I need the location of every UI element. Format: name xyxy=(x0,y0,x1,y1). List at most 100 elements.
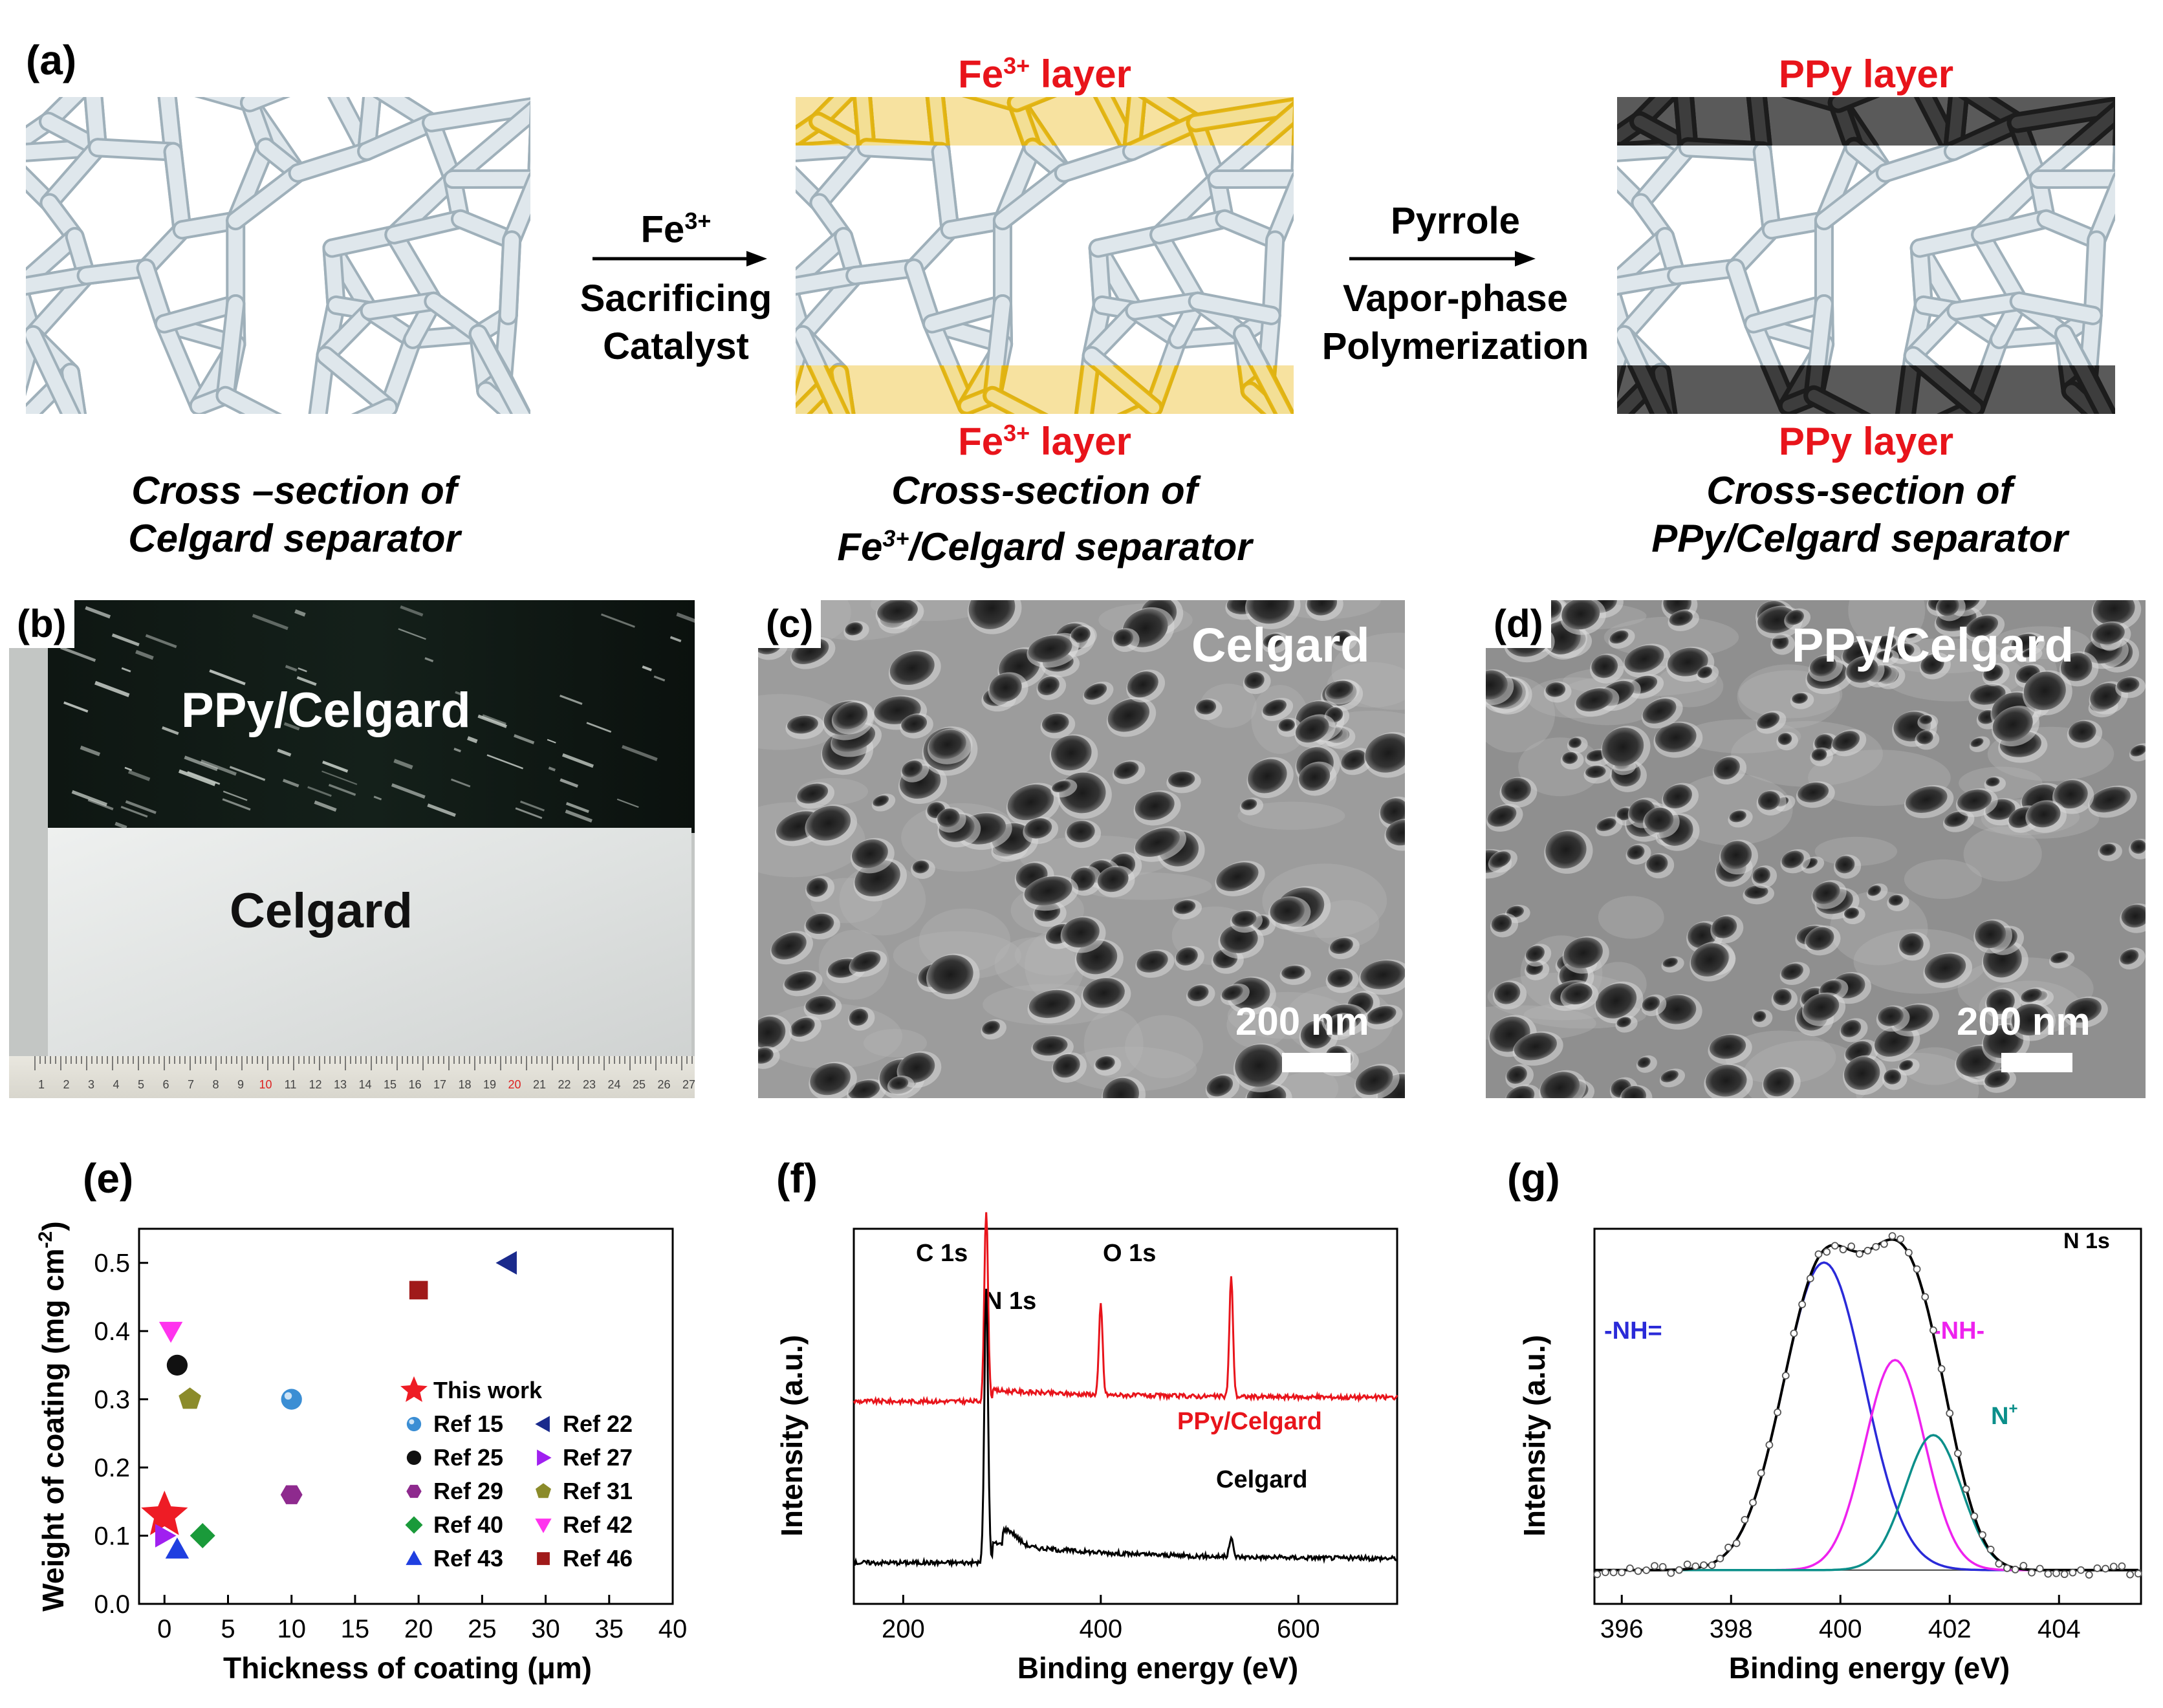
pore xyxy=(1798,782,1829,803)
pore xyxy=(1752,867,1770,883)
raw-data-point xyxy=(1872,1242,1880,1251)
raw-data-point xyxy=(1593,1570,1602,1579)
pore xyxy=(1525,946,1545,962)
data-point-ref-31 xyxy=(179,1387,201,1409)
pore xyxy=(1102,1077,1139,1098)
pore xyxy=(1609,630,1629,644)
pore xyxy=(790,1017,815,1037)
raw-data-point xyxy=(2011,1566,2019,1573)
pore xyxy=(1966,615,1999,638)
diamond-marker xyxy=(405,1516,423,1534)
raw-data-point xyxy=(1675,1566,1683,1574)
pore xyxy=(1113,629,1134,647)
legend-label: Ref 15 xyxy=(433,1411,503,1437)
pore xyxy=(1846,656,1878,683)
pore xyxy=(1944,811,1968,827)
nh-eq-label: -NH= xyxy=(1604,1317,1662,1345)
x-tick-label: 5 xyxy=(221,1615,235,1643)
pore xyxy=(1061,917,1100,948)
legend-entry: Ref 40 xyxy=(405,1511,503,1538)
sem-ridge xyxy=(1904,859,1983,899)
raw-data-point xyxy=(2077,1566,2085,1574)
x-tick-label: 35 xyxy=(595,1615,624,1643)
sem-ridge xyxy=(1903,1047,1967,1085)
glint xyxy=(424,657,434,662)
pore xyxy=(1970,738,1984,748)
raw-data-point xyxy=(1749,1498,1757,1507)
x-tick-label: 10 xyxy=(277,1615,306,1643)
panel-d-label: (d) xyxy=(1486,600,1551,648)
legend-label: Ref 40 xyxy=(433,1511,503,1538)
nplus-label: N+ xyxy=(1991,1400,2017,1430)
pore xyxy=(1596,817,1616,832)
fiber-core xyxy=(1878,144,1961,180)
pore xyxy=(1937,600,1959,616)
glint xyxy=(560,695,583,705)
pore xyxy=(784,971,816,991)
fe-fiber-core xyxy=(856,97,873,146)
fiber-core xyxy=(1973,211,2054,242)
fiber-core xyxy=(1152,211,1232,242)
triangle-right-marker xyxy=(155,1524,177,1548)
pore xyxy=(1332,631,1351,646)
pore xyxy=(1028,989,1075,1019)
triangle-left-marker xyxy=(535,1416,550,1432)
fiber-core xyxy=(505,176,530,248)
x-tick-label: 398 xyxy=(1710,1615,1753,1643)
panel-e-xlabel: Thickness of coating (μm) xyxy=(223,1651,592,1685)
sem-ridge xyxy=(1814,836,1898,866)
fiber-core xyxy=(243,97,283,110)
pore xyxy=(1041,713,1069,733)
ruler-number: 21 xyxy=(533,1078,546,1091)
glint xyxy=(125,800,157,814)
pore xyxy=(1753,1011,1766,1022)
pore xyxy=(1491,914,1512,933)
glint xyxy=(71,790,108,806)
pore xyxy=(1884,1069,1902,1085)
diamond-marker xyxy=(190,1523,215,1549)
x-tick-label: 400 xyxy=(1079,1615,1122,1643)
pore xyxy=(2092,600,2135,625)
pore xyxy=(1835,856,1855,874)
panel-f-xlabel: Binding energy (eV) xyxy=(1017,1651,1298,1685)
ppy-fiber-core xyxy=(1899,365,1918,414)
panel-b-label: (b) xyxy=(9,600,74,648)
pore xyxy=(1713,757,1740,780)
sem-ridge xyxy=(1125,1015,1204,1079)
ruler-number: 13 xyxy=(334,1078,347,1091)
pore xyxy=(1660,1070,1679,1083)
raw-data-point xyxy=(1970,1512,1979,1520)
pore xyxy=(1486,670,1508,700)
pore xyxy=(1216,862,1259,892)
fiber-core xyxy=(859,140,948,159)
raw-data-point xyxy=(1774,1408,1781,1416)
pore xyxy=(1071,626,1091,643)
glint xyxy=(393,759,413,770)
raw-data-point xyxy=(2118,1562,2126,1570)
pore xyxy=(1785,610,1804,625)
glint xyxy=(307,786,332,797)
fiber-core xyxy=(1127,294,1205,318)
ppy-celgard-sample-label: PPy/Celgard xyxy=(181,683,471,738)
glint xyxy=(616,798,639,808)
raw-data-point xyxy=(2093,1564,2102,1572)
pore xyxy=(1888,894,1904,906)
ppy-fiber-core xyxy=(2074,365,2113,414)
fiber-core xyxy=(1617,327,1631,387)
pore xyxy=(2099,843,2116,856)
fiber-core xyxy=(318,349,396,414)
glint xyxy=(322,761,349,773)
fiber-core xyxy=(1091,227,1167,255)
raw-data-point xyxy=(2060,1570,2069,1579)
pore xyxy=(1341,750,1367,770)
arrow1-icon xyxy=(592,251,767,266)
ruler-number: 7 xyxy=(188,1078,194,1091)
plot-frame xyxy=(1593,1227,2142,1605)
pore xyxy=(1811,748,1827,761)
raw-data-point xyxy=(1937,1365,1946,1373)
pore xyxy=(1561,600,1600,630)
pore xyxy=(1616,1017,1631,1028)
pore xyxy=(1773,989,1792,1006)
ppy-bottom-layer-label: PPy layer xyxy=(1778,420,1954,463)
ruler-number: 8 xyxy=(212,1078,219,1091)
